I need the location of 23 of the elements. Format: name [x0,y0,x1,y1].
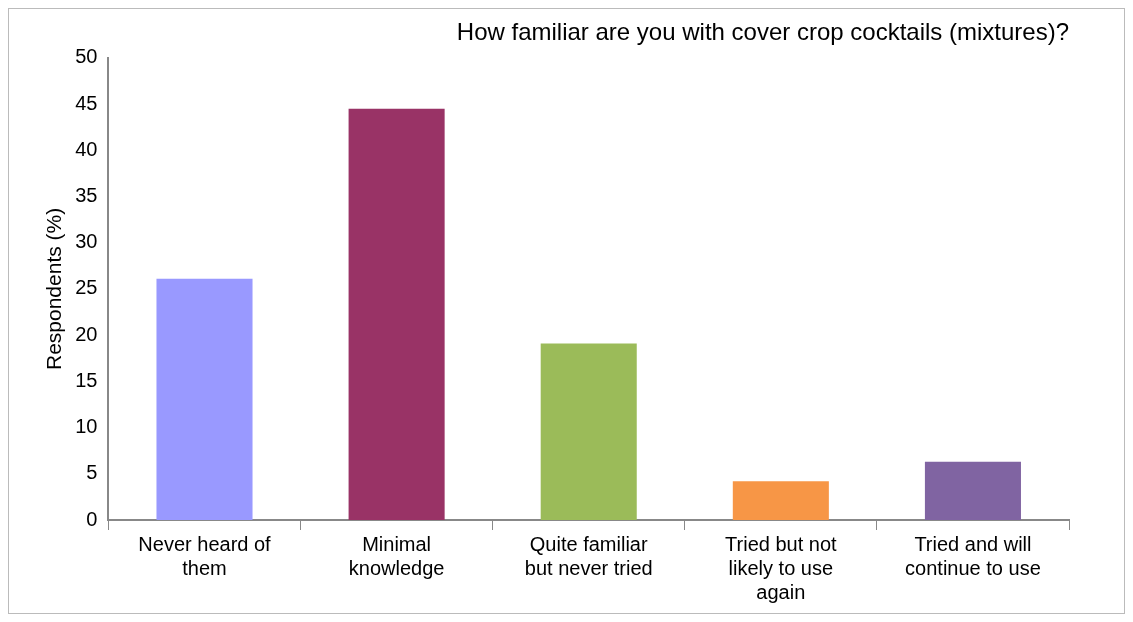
bar [732,481,829,520]
y-tick-label: 20 [75,322,98,345]
bar [348,108,445,520]
x-tick-label: Quite familiar but never tried [524,532,653,579]
y-tick-label: 5 [86,461,98,484]
x-tick-label: Tried but not likely to use again [725,532,838,603]
y-tick-label: 50 [75,45,98,68]
chart-title: How familiar are you with cover crop cocktails (mixtures)? [456,18,1069,46]
y-tick-label: 45 [75,91,98,114]
y-tick-label: 0 [86,507,98,530]
y-tick-label: 40 [75,137,98,160]
y-tick-label: 10 [75,415,98,438]
y-tick-label: 25 [75,276,98,299]
x-tick-label: Tried and will continue to use [905,532,1041,579]
x-tick-label: Never heard of them [138,532,272,579]
y-tick-label: 35 [75,183,98,206]
bar [540,343,637,520]
x-tick-label: Minimal knowledge [348,532,445,579]
bar [156,278,253,520]
bar [924,461,1021,520]
y-tick-label: 15 [75,368,98,391]
y-tick-label: 30 [75,230,98,253]
y-axis-title: Respondents (%) [42,207,66,371]
